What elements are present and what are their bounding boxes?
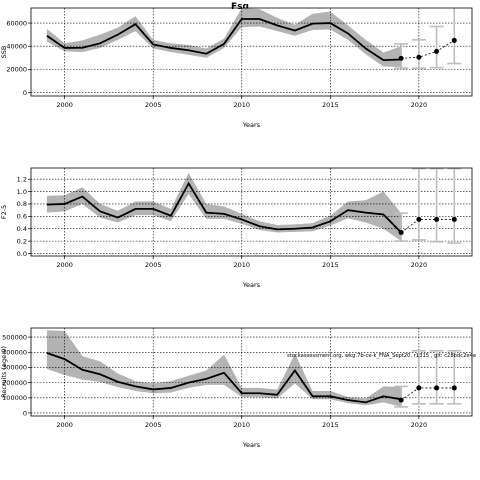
y-tick-label: 1.0 xyxy=(17,188,27,196)
x-tick-label: 2010 xyxy=(233,421,250,429)
x-tick-label: 2020 xyxy=(411,101,428,109)
forecast-point xyxy=(451,385,457,391)
forecast-point xyxy=(434,48,440,54)
y-tick-label: 0.4 xyxy=(17,225,27,233)
x-tick-label: 2005 xyxy=(145,101,162,109)
confidence-band xyxy=(46,330,402,407)
forecast-point xyxy=(398,397,404,403)
y-tick-label: 300000 xyxy=(2,364,27,372)
forecast-point xyxy=(398,229,404,235)
chart-panel-2: 2000 2005 2010 2015 2020 0.0 0.2 0.4 0.6 0.8 1.0 1.… xyxy=(0,167,473,289)
forecast-point xyxy=(434,385,440,391)
x-tick-label: 2000 xyxy=(56,101,73,109)
x-tick-label: 2015 xyxy=(322,261,339,269)
confidence-band xyxy=(46,8,402,68)
y-tick-label: 0 xyxy=(23,89,27,97)
estimate-line xyxy=(46,181,402,234)
confidence-band xyxy=(46,172,402,242)
plot-frame xyxy=(30,7,473,97)
x-tick-label: 2015 xyxy=(322,421,339,429)
plot-area xyxy=(31,328,472,416)
y-tick-label: 20000 xyxy=(6,66,27,74)
forecast-point xyxy=(416,216,422,222)
y-axis-label: Recruits (age 0) xyxy=(0,346,8,398)
forecast-point xyxy=(416,385,422,391)
y-tick-label: 0.2 xyxy=(17,237,27,245)
watermark-annotation: stockassessment.org, wkg.7b-ce-k_FNA_Sep… xyxy=(287,353,476,359)
x-tick-label: 2010 xyxy=(233,101,250,109)
x-tick-label: 2010 xyxy=(233,261,250,269)
x-axis-label: Years xyxy=(242,441,261,449)
y-axis-label: F2-5 xyxy=(0,205,8,219)
x-tick-label: 2005 xyxy=(145,421,162,429)
plot-area xyxy=(31,8,472,96)
x-tick-label: 2015 xyxy=(322,101,339,109)
figure-title: Fsq xyxy=(231,2,249,12)
y-tick-label: 1.2 xyxy=(17,175,27,183)
y-axis-label: SSB xyxy=(0,46,8,59)
y-tick-label: 500000 xyxy=(2,333,27,341)
plot-frame xyxy=(30,167,473,257)
x-tick-label: 2000 xyxy=(56,261,73,269)
y-tick-label: 0.0 xyxy=(17,250,27,258)
chart-panel-3: 2000 2005 2010 2015 2020 0 100000 200000 300000 4… xyxy=(0,327,473,449)
x-tick-label: 2000 xyxy=(56,421,73,429)
y-tick-label: 400000 xyxy=(2,349,27,357)
y-tick-label: 40000 xyxy=(6,43,27,51)
chart-panel-1: 2000 2005 2010 2015 2020 0 20000 40000 60000 Year… xyxy=(0,7,473,129)
x-tick-label: 2020 xyxy=(411,421,428,429)
y-tick-label: 100000 xyxy=(2,394,27,402)
x-tick-label: 2005 xyxy=(145,261,162,269)
forecast-point xyxy=(451,216,457,222)
forecast-point xyxy=(451,37,457,43)
y-tick-label: 200000 xyxy=(2,379,27,387)
plot-area xyxy=(31,168,472,256)
forecast-line xyxy=(400,387,455,401)
forecast-line xyxy=(401,40,455,59)
estimate-line xyxy=(46,18,402,62)
y-tick-label: 0.6 xyxy=(17,213,27,221)
forecast-point xyxy=(398,55,404,61)
y-tick-label: 0 xyxy=(23,409,27,417)
forecast-point xyxy=(434,216,440,222)
y-tick-label: 60000 xyxy=(6,19,27,27)
x-axis-label: Years xyxy=(242,281,261,289)
estimate-line xyxy=(46,352,402,404)
x-tick-label: 2020 xyxy=(411,261,428,269)
forecast-point xyxy=(416,54,422,60)
x-axis-label: Years xyxy=(242,121,261,129)
plot-frame xyxy=(30,327,473,417)
y-tick-label: 0.8 xyxy=(17,200,27,208)
forecast-line xyxy=(400,219,455,233)
